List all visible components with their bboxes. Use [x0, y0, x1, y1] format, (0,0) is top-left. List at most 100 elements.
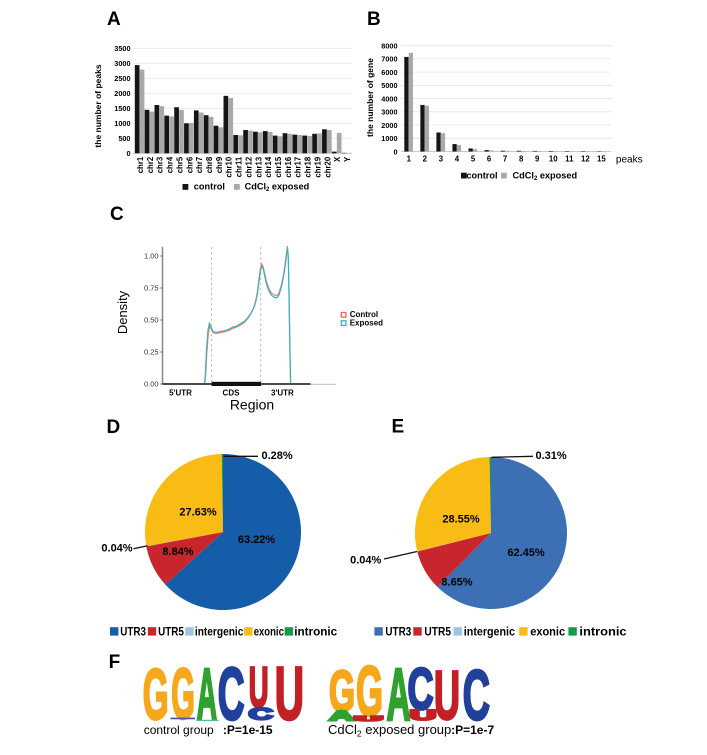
svg-text:5: 5 [471, 155, 476, 164]
svg-text:exonic: exonic [254, 625, 284, 639]
svg-text:0.25: 0.25 [144, 348, 159, 357]
svg-text:62.45%: 62.45% [507, 547, 545, 559]
svg-text:chr10: chr10 [225, 156, 234, 177]
svg-text:Y: Y [343, 156, 352, 162]
svg-text:U: U [275, 652, 304, 736]
svg-text:chr17: chr17 [294, 157, 303, 178]
svg-text:UTR3: UTR3 [120, 625, 146, 639]
svg-text:D: D [107, 417, 121, 438]
svg-text:F: F [109, 652, 121, 673]
svg-text:control: control [466, 170, 497, 180]
svg-text:10: 10 [549, 155, 558, 164]
svg-text:UTR5: UTR5 [158, 625, 184, 639]
svg-text:chr15: chr15 [274, 156, 283, 177]
svg-text:chr16: chr16 [284, 156, 293, 177]
svg-text:E: E [392, 417, 405, 438]
svg-text:3000: 3000 [114, 59, 130, 68]
svg-text:chr4: chr4 [166, 156, 175, 173]
svg-text:3: 3 [439, 155, 444, 164]
svg-text:0: 0 [126, 149, 130, 158]
svg-text:9: 9 [535, 155, 540, 164]
svg-text:chr14: chr14 [264, 156, 273, 177]
svg-text:1: 1 [407, 155, 412, 164]
svg-text:3500: 3500 [114, 44, 130, 53]
svg-text:1.00: 1.00 [144, 252, 159, 261]
svg-text:chr12: chr12 [244, 156, 253, 177]
svg-text:chr9: chr9 [215, 156, 224, 173]
svg-text:8.65%: 8.65% [441, 577, 472, 589]
svg-text:control: control [194, 181, 225, 191]
svg-text:chr1: chr1 [136, 156, 145, 173]
svg-text:2500: 2500 [114, 74, 130, 83]
svg-text:chr6: chr6 [185, 156, 194, 173]
svg-text:8000: 8000 [381, 42, 397, 51]
svg-text:chr11: chr11 [235, 156, 244, 177]
svg-text:12: 12 [581, 155, 590, 164]
svg-text:chr13: chr13 [254, 156, 263, 177]
svg-text:CdCl2 exposed: CdCl2 exposed [245, 181, 310, 193]
svg-text:intronic: intronic [294, 625, 337, 639]
svg-text:chr8: chr8 [205, 156, 214, 173]
svg-text:peaks: peaks [616, 155, 643, 166]
svg-text:7: 7 [503, 155, 507, 164]
svg-text:8.84%: 8.84% [162, 546, 193, 558]
svg-text:1000: 1000 [381, 134, 397, 143]
svg-text:CdCl2 exposed: CdCl2 exposed [513, 170, 578, 182]
svg-text:chr19: chr19 [313, 156, 322, 177]
svg-text:Exposed: Exposed [350, 319, 383, 328]
svg-text:the number of gene: the number of gene [365, 58, 375, 137]
svg-text:8: 8 [519, 155, 524, 164]
svg-text::P=1e-15: :P=1e-15 [223, 723, 273, 737]
svg-text:B: B [367, 9, 381, 30]
svg-text:UTR5: UTR5 [424, 625, 451, 639]
svg-text:63.22%: 63.22% [238, 534, 276, 546]
svg-text:2000: 2000 [381, 121, 397, 130]
svg-text:2: 2 [423, 155, 428, 164]
svg-text:0: 0 [393, 147, 397, 156]
svg-text:1500: 1500 [114, 104, 130, 113]
svg-text:intronic: intronic [579, 625, 626, 639]
svg-text:CdCl2 exposed group: CdCl2 exposed group [328, 722, 451, 739]
svg-text:27.63%: 27.63% [179, 507, 217, 519]
svg-text:0.04%: 0.04% [350, 554, 381, 566]
svg-text:1000: 1000 [114, 119, 130, 128]
svg-text::P=1e-7: :P=1e-7 [451, 723, 494, 737]
svg-text:chr20: chr20 [323, 156, 332, 177]
svg-text:15: 15 [597, 155, 606, 164]
svg-text:chr5: chr5 [175, 156, 184, 173]
svg-text:chr2: chr2 [146, 156, 155, 173]
svg-text:0.50: 0.50 [144, 316, 159, 325]
svg-text:Region: Region [230, 397, 274, 413]
svg-text:5'UTR: 5'UTR [169, 389, 192, 398]
svg-text:control group: control group [144, 723, 214, 737]
svg-text:0.04%: 0.04% [101, 543, 132, 555]
svg-text:C: C [110, 204, 124, 225]
svg-text:6000: 6000 [381, 68, 397, 77]
svg-text:intergenic: intergenic [464, 625, 515, 639]
svg-text:the number of peaks: the number of peaks [93, 64, 103, 147]
svg-text:chr18: chr18 [304, 156, 313, 177]
svg-text:0.75: 0.75 [144, 284, 159, 293]
svg-text:exonic: exonic [530, 625, 565, 639]
svg-text:3'UTR: 3'UTR [271, 389, 294, 398]
svg-text:7000: 7000 [381, 55, 397, 64]
svg-text:0.31%: 0.31% [536, 450, 567, 462]
svg-text:chr3: chr3 [156, 156, 165, 173]
svg-text:28.55%: 28.55% [442, 514, 480, 526]
svg-text:chr7: chr7 [195, 157, 204, 173]
svg-text:0.28%: 0.28% [262, 450, 293, 462]
svg-text:C: C [249, 704, 273, 723]
svg-text:3000: 3000 [381, 108, 397, 117]
svg-text:6: 6 [487, 155, 492, 164]
svg-text:11: 11 [565, 155, 574, 164]
svg-text:4000: 4000 [381, 94, 397, 103]
svg-text:500: 500 [118, 134, 130, 143]
svg-text:intergenic: intergenic [195, 625, 244, 639]
svg-text:4: 4 [455, 155, 460, 164]
svg-text:0.00: 0.00 [144, 380, 159, 389]
svg-text:2000: 2000 [114, 89, 130, 98]
svg-text:X: X [333, 156, 342, 162]
svg-text:A: A [107, 9, 121, 30]
svg-text:Density: Density [115, 290, 130, 334]
svg-text:UTR3: UTR3 [385, 625, 411, 639]
